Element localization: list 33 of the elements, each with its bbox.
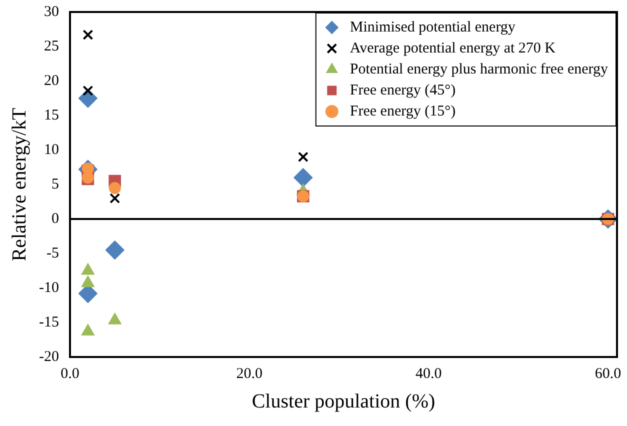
x-axis-title: Cluster population (%) <box>252 390 436 412</box>
x-tick-label: 60.0 <box>594 366 622 382</box>
legend-label: Average potential energy at 270 K <box>350 40 556 56</box>
y-tick-label: 25 <box>44 38 59 54</box>
y-tick-label: 10 <box>44 142 59 158</box>
point <box>82 85 94 96</box>
y-tick-label: 15 <box>44 107 59 124</box>
x-tick-label: 20.0 <box>236 366 262 382</box>
y-tick-label: 30 <box>44 4 59 20</box>
x-tick-label: 0.0 <box>60 366 80 382</box>
legend-label: Minimised potential energy <box>350 19 516 36</box>
point <box>82 30 94 40</box>
y-tick-label: 0 <box>51 210 59 227</box>
point <box>298 152 308 162</box>
y-tick-label: -15 <box>38 314 59 330</box>
legend-label: Potential energy plus harmonic free energy <box>350 61 608 78</box>
point <box>294 168 313 188</box>
point <box>81 324 94 336</box>
y-tick-label: 20 <box>44 72 59 89</box>
legend-label: Free energy (45°) <box>350 82 456 98</box>
point <box>81 263 94 275</box>
y-tick-label: -10 <box>38 280 59 296</box>
point <box>108 312 122 324</box>
point <box>108 182 121 194</box>
y-axis-title: Relative energy/kT <box>8 108 30 262</box>
y-tick-label: -20 <box>38 348 59 365</box>
x-tick-label: 40.0 <box>416 366 442 382</box>
point <box>81 276 94 288</box>
point <box>110 193 120 204</box>
point <box>105 240 124 260</box>
y-tick-label: -5 <box>46 245 59 262</box>
legend-label: Free energy (15°) <box>350 103 456 120</box>
y-tick-label: 5 <box>51 176 59 192</box>
